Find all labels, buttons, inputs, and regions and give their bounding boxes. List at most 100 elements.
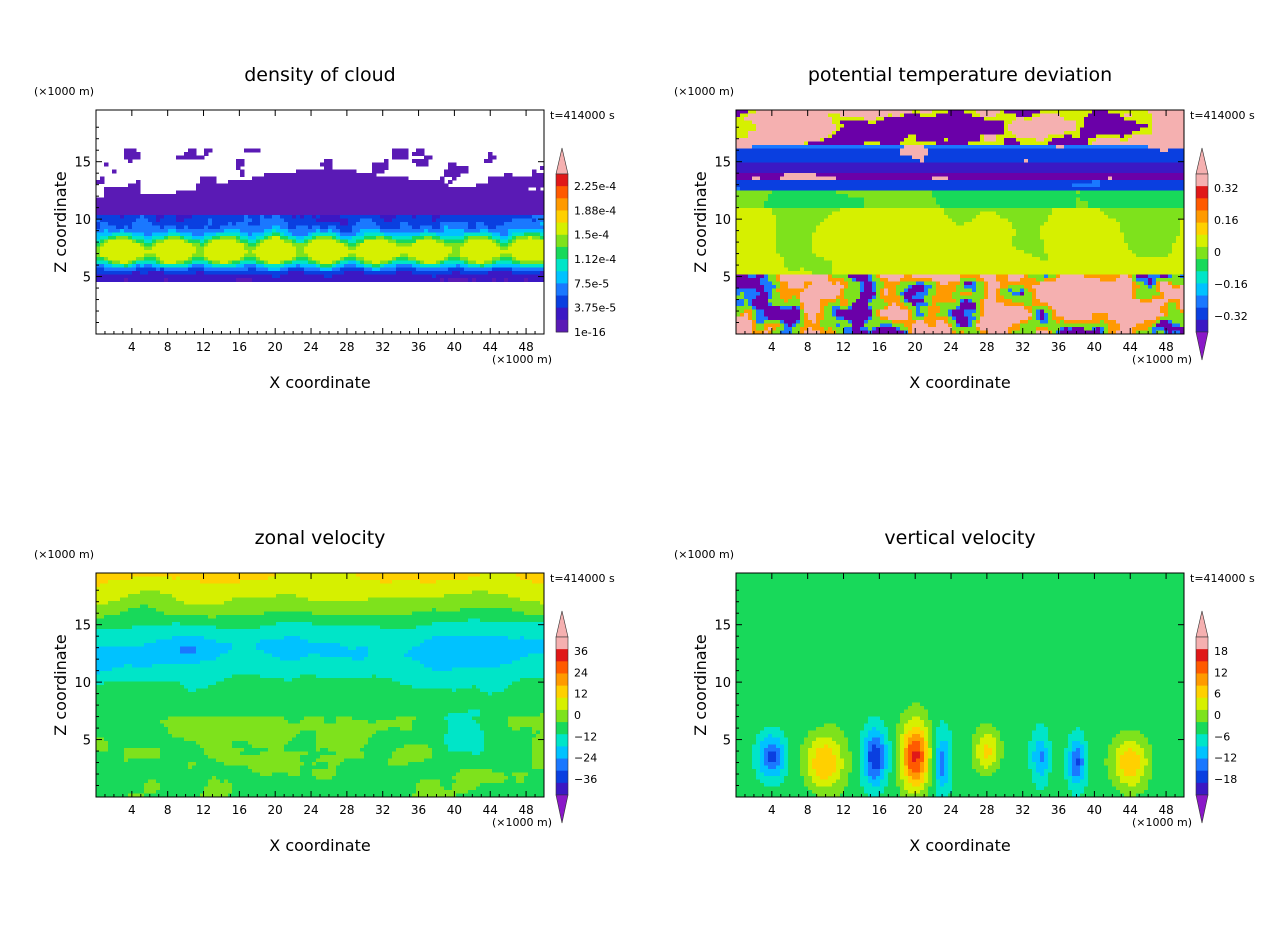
heatmap-cell	[208, 149, 213, 153]
heatmap-cell	[328, 198, 333, 202]
heatmap-cell	[140, 198, 145, 202]
heatmap-cell	[280, 219, 285, 223]
heatmap-cell	[312, 205, 317, 209]
heatmap-cell	[412, 212, 417, 216]
heatmap-cell	[308, 215, 313, 219]
heatmap-cell	[152, 201, 157, 205]
heatmap-cell	[268, 208, 273, 212]
heatmap-cell	[116, 201, 121, 205]
heatmap-cell	[200, 226, 205, 230]
heatmap-cell	[220, 222, 225, 226]
heatmap-cell	[96, 180, 101, 184]
heatmap-cell	[480, 198, 485, 202]
heatmap-cell	[500, 177, 505, 181]
heatmap-cell	[504, 215, 509, 219]
heatmap-cell	[488, 198, 493, 202]
heatmap-cell	[312, 226, 317, 230]
heatmap-cell	[180, 194, 185, 198]
heatmap-cell	[404, 149, 409, 153]
heatmap-cell	[300, 187, 305, 191]
heatmap-cell	[192, 212, 197, 216]
heatmap-cell	[408, 201, 413, 205]
heatmap-cell	[344, 226, 349, 230]
heatmap-cell	[184, 194, 189, 198]
heatmap-cell	[400, 212, 405, 216]
heatmap-cell	[508, 180, 513, 184]
heatmap-cell	[252, 205, 257, 209]
heatmap-cell	[188, 226, 193, 230]
heatmap-cell	[480, 194, 485, 198]
heatmap-cell	[232, 208, 237, 212]
heatmap-cell	[300, 215, 305, 219]
heatmap-cell	[516, 219, 521, 223]
heatmap-cell	[404, 226, 409, 230]
heatmap-cell	[520, 215, 525, 219]
heatmap-cell	[408, 198, 413, 202]
heatmap-cell	[404, 152, 409, 156]
heatmap-cell	[488, 194, 493, 198]
heatmap-cell	[272, 173, 277, 177]
heatmap-cell	[156, 194, 161, 198]
heatmap-cell	[500, 187, 505, 191]
heatmap-cell	[224, 222, 229, 226]
heatmap-cell	[216, 212, 221, 216]
heatmap-cell	[160, 226, 165, 230]
heatmap-cell	[348, 180, 353, 184]
heatmap-cell	[120, 205, 125, 209]
heatmap-cell	[488, 208, 493, 212]
heatmap-cell	[508, 205, 513, 209]
heatmap-cell	[360, 187, 365, 191]
heatmap-cell	[244, 226, 249, 230]
heatmap-cell	[300, 180, 305, 184]
heatmap-cell	[448, 226, 453, 230]
heatmap-cell	[292, 191, 297, 195]
heatmap-cell	[260, 215, 265, 219]
heatmap-cell	[280, 226, 285, 230]
heatmap-cell	[140, 194, 145, 198]
heatmap-cell	[436, 212, 441, 216]
heatmap-cell	[292, 198, 297, 202]
heatmap-cell	[168, 226, 173, 230]
heatmap-cell	[152, 212, 157, 216]
heatmap-cell	[504, 177, 509, 181]
heatmap-cell	[324, 201, 329, 205]
heatmap-cell	[284, 226, 289, 230]
heatmap-cell	[240, 198, 245, 202]
heatmap-cell	[360, 191, 365, 195]
heatmap-cell	[520, 180, 525, 184]
heatmap-cell	[524, 187, 529, 191]
heatmap-cell	[276, 222, 281, 226]
heatmap-cell	[204, 212, 209, 216]
heatmap-cell	[164, 198, 169, 202]
heatmap-cell	[332, 226, 337, 230]
heatmap-cell	[292, 212, 297, 216]
heatmap-cell	[400, 187, 405, 191]
heatmap-cell	[336, 212, 341, 216]
heatmap-cell	[184, 205, 189, 209]
heatmap-cell	[112, 194, 117, 198]
heatmap-cell	[152, 222, 157, 226]
heatmap-cell	[448, 205, 453, 209]
heatmap-cell	[508, 177, 513, 181]
heatmap-cell	[384, 208, 389, 212]
heatmap-cell	[340, 180, 345, 184]
heatmap-cell	[160, 212, 165, 216]
heatmap-cell	[508, 191, 513, 195]
heatmap-cell	[404, 180, 409, 184]
heatmap-cell	[364, 187, 369, 191]
heatmap-cell	[336, 201, 341, 205]
heatmap-cell	[104, 226, 109, 230]
heatmap-cell	[296, 219, 301, 223]
heatmap-cell	[100, 208, 105, 212]
heatmap-cell	[116, 198, 121, 202]
heatmap-cell	[248, 194, 253, 198]
heatmap-cell	[468, 208, 473, 212]
heatmap-cell	[452, 170, 457, 174]
heatmap-cell	[360, 180, 365, 184]
heatmap-cell	[192, 226, 197, 230]
heatmap-cell	[372, 208, 377, 212]
heatmap-cell	[440, 191, 445, 195]
heatmap-cell	[220, 198, 225, 202]
heatmap-cell	[320, 173, 325, 177]
heatmap-cell	[200, 187, 205, 191]
